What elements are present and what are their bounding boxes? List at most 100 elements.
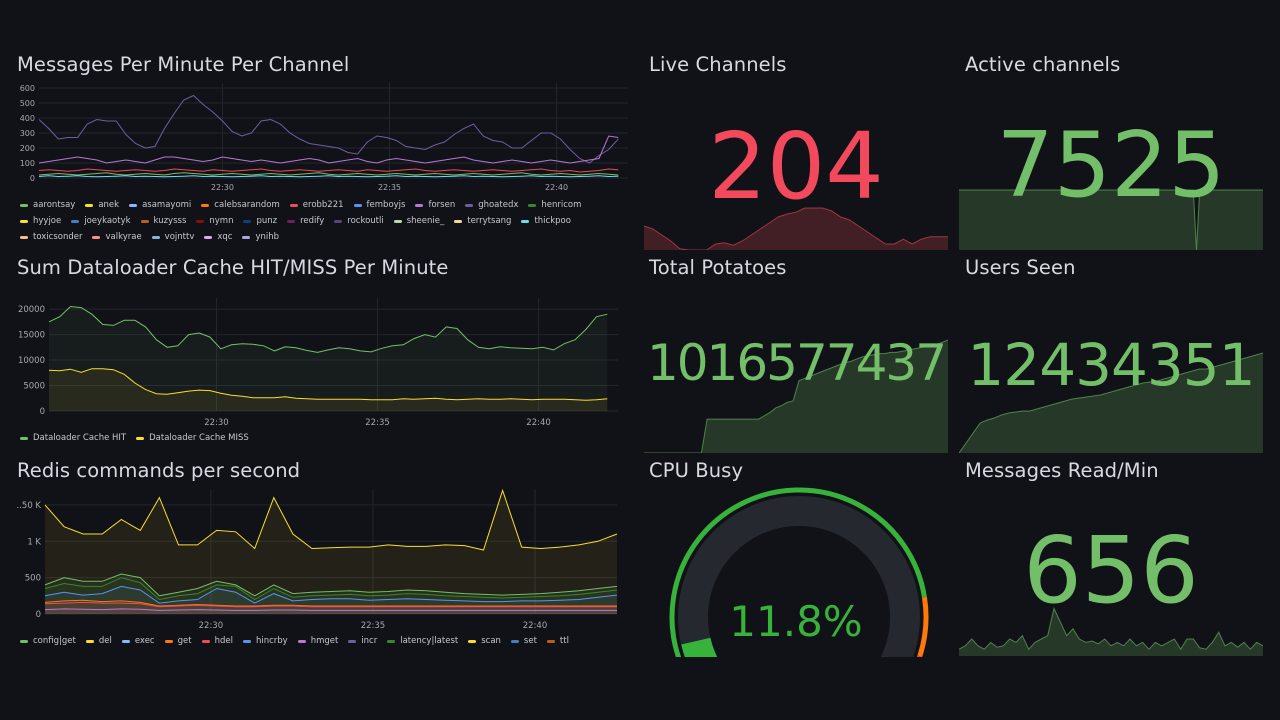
legend-swatch [242, 235, 251, 239]
legend-label: get [177, 636, 192, 646]
series-line [38, 172, 619, 176]
legend-label: femboyjs [366, 200, 406, 210]
y-tick-label: 500 [25, 574, 41, 584]
live-channels-title[interactable]: Live Channels [649, 53, 787, 76]
legend-item[interactable]: hincrby [242, 635, 288, 647]
redis-panel-title[interactable]: Redis commands per second [17, 459, 301, 482]
legend-item[interactable]: del [85, 635, 112, 647]
legend-swatch [20, 203, 28, 207]
active-channels-sparkline [959, 189, 1263, 250]
legend-item[interactable]: xqc [204, 231, 232, 243]
legend-item[interactable]: valkyrae [92, 231, 142, 243]
redis-chart[interactable]: 0 500 1 K 1.50 K 22:30 22:35 22:40 [17, 489, 632, 639]
active-channels-title[interactable]: Active channels [965, 53, 1121, 76]
series-line [44, 573, 618, 597]
legend-swatch [243, 219, 252, 223]
legend-swatch [334, 219, 343, 223]
series-line [48, 305, 608, 353]
cache-panel-title[interactable]: Sum Dataloader Cache HIT/MISS Per Minute [17, 256, 449, 279]
legend-swatch [121, 639, 130, 643]
legend-item[interactable]: get [164, 635, 192, 647]
users-seen-title[interactable]: Users Seen [965, 256, 1076, 279]
legend-item[interactable]: exec [121, 635, 155, 647]
legend-label: asamayomi [142, 200, 192, 210]
legend-label: hincrby [255, 636, 288, 646]
legend-item[interactable]: vojnttv [151, 231, 194, 243]
legend-label: scan [481, 636, 501, 646]
legend-label: forsen [428, 200, 456, 210]
legend-item[interactable]: scan [468, 635, 501, 647]
legend-label: ghoatedx [478, 200, 519, 210]
legend-item[interactable]: hdel [201, 635, 233, 647]
legend-item[interactable]: thickpoo [521, 215, 571, 227]
legend-item[interactable]: rockoutli [334, 215, 384, 227]
legend-item[interactable]: toxicsonder [20, 231, 82, 243]
x-tick-label: 22:35 [361, 621, 386, 631]
users-seen-sparkline [959, 352, 1263, 453]
legend-swatch [348, 639, 357, 643]
legend-swatch [393, 219, 402, 223]
legend-item[interactable]: punz [243, 215, 277, 227]
legend-item[interactable]: kuzysss [140, 215, 186, 227]
series-line [44, 489, 618, 551]
legend-item[interactable]: erobb221 [289, 199, 344, 211]
legend-item[interactable]: Dataloader Cache HIT [20, 432, 126, 444]
legend-label: henricom [541, 200, 582, 210]
legend-item[interactable]: hmget [297, 635, 338, 647]
legend-label: sheenie_ [406, 216, 445, 226]
legend-item[interactable]: Dataloader Cache MISS [136, 432, 249, 444]
legend-item[interactable]: calebsarandom [201, 199, 280, 211]
legend-swatch [387, 639, 396, 643]
cpu-busy-title[interactable]: CPU Busy [649, 459, 744, 482]
x-tick-label: 22:40 [526, 418, 551, 428]
series-area [45, 490, 617, 614]
legend-swatch [454, 219, 463, 223]
live-channels-value: 204 [708, 113, 884, 220]
active-channels-panel: Active channels 7525 [959, 53, 1263, 250]
legend-item[interactable]: sheenie_ [393, 215, 445, 227]
legend-swatch [20, 639, 28, 643]
messages-chart[interactable]: 0 100 200 300 400 500 600 22:30 22:35 22:40 [17, 83, 632, 228]
live-channels-sparkline [644, 207, 948, 250]
y-tick-label: 200 [20, 144, 35, 153]
cache-chart[interactable]: 0 5000 10000 15000 20000 22:30 22:35 22:40 [17, 286, 632, 436]
legend-item[interactable]: asamayomi [129, 199, 191, 211]
legend-item[interactable]: joeykaotyk [71, 215, 131, 227]
legend-label: toxicsonder [33, 232, 83, 242]
legend-label: aarontsay [33, 200, 76, 210]
legend-item[interactable]: ttl [546, 635, 569, 647]
legend-item[interactable]: aarontsay [20, 199, 75, 211]
y-tick-label: 300 [20, 129, 35, 138]
legend-item[interactable]: latency|latest [387, 635, 458, 647]
legend-label: anek [98, 200, 120, 210]
series-line [48, 368, 608, 401]
legend-label: Dataloader Cache MISS [149, 433, 249, 443]
y-tick-label: 20000 [18, 305, 45, 315]
legend-item[interactable]: ghoatedx [465, 199, 518, 211]
legend-item[interactable]: config|get [20, 635, 76, 647]
cpu-busy-panel: CPU Busy 11.8% [644, 459, 948, 659]
messages-read-title[interactable]: Messages Read/Min [965, 459, 1159, 482]
legend-item[interactable]: femboyjs [353, 199, 406, 211]
legend-item[interactable]: hyyjoe [20, 215, 61, 227]
legend-swatch [20, 235, 28, 239]
total-potatoes-title[interactable]: Total Potatoes [649, 256, 787, 279]
legend-label: del [98, 636, 112, 646]
sparkline-line [959, 352, 1263, 453]
legend-swatch [85, 639, 94, 643]
messages-panel-title[interactable]: Messages Per Minute Per Channel [17, 53, 350, 76]
x-tick-label: 22:30 [211, 183, 234, 192]
legend-label: nymn [209, 216, 234, 226]
legend-item[interactable]: ynihb [242, 231, 279, 243]
series-line [38, 175, 619, 178]
legend-item[interactable]: incr [348, 635, 377, 647]
legend-item[interactable]: redify [287, 215, 324, 227]
legend-item[interactable]: henricom [528, 199, 581, 211]
legend-item[interactable]: set [510, 635, 537, 647]
legend-swatch [289, 203, 298, 207]
legend-item[interactable]: nymn [196, 215, 233, 227]
messages-read-panel: Messages Read/Min 656 [959, 459, 1263, 659]
legend-item[interactable]: anek [85, 199, 119, 211]
legend-item[interactable]: terrytsang [454, 215, 511, 227]
legend-item[interactable]: forsen [415, 199, 455, 211]
